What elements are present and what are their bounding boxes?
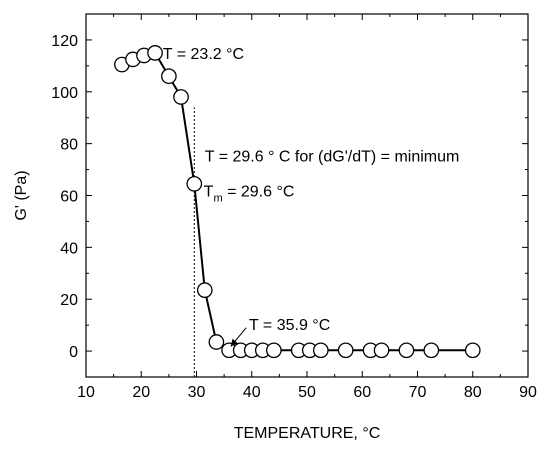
x-tick-label-20: 20 xyxy=(132,384,150,401)
x-tick-label-60: 60 xyxy=(353,384,371,401)
data-point xyxy=(373,342,390,359)
x-tick-label-40: 40 xyxy=(243,384,261,401)
x-axis-label: TEMPERATURE, °C xyxy=(234,425,381,442)
series-group xyxy=(114,45,481,359)
data-point xyxy=(147,45,163,61)
data-point xyxy=(161,68,177,85)
x-tick-label-50: 50 xyxy=(298,384,316,401)
x-tick-label-10: 10 xyxy=(77,384,95,401)
annotations: T = 23.2 °C T = 29.6 ° C for (dG'/dT) = m… xyxy=(163,46,460,347)
x-tick-label-90: 90 xyxy=(519,384,537,401)
y-tick-label-120: 120 xyxy=(51,33,78,50)
y-tick-label-40: 40 xyxy=(60,240,78,257)
data-point xyxy=(173,89,189,105)
y-tick-label-100: 100 xyxy=(51,85,78,102)
y-axis-label: G' (Pa) xyxy=(13,170,30,220)
data-point xyxy=(196,282,213,298)
data-point xyxy=(186,175,203,192)
annotation-arrow-head xyxy=(230,338,238,347)
data-point xyxy=(464,342,481,359)
y-axis-ticks: 0 20 40 60 80 100 120 xyxy=(51,33,528,361)
x-tick-label-70: 70 xyxy=(409,384,427,401)
x-tick-label-30: 30 xyxy=(188,384,206,401)
data-point xyxy=(265,342,282,359)
y-tick-label-0: 0 xyxy=(69,344,78,361)
x-tick-label-80: 80 xyxy=(464,384,482,401)
data-point xyxy=(312,342,329,359)
y-tick-label-80: 80 xyxy=(60,137,78,154)
annotation-t-end: T = 35.9 °C xyxy=(249,317,330,334)
data-point xyxy=(208,334,225,350)
annotation-t-max: T = 23.2 °C xyxy=(163,46,244,63)
data-point xyxy=(398,342,415,359)
x-axis-ticks: 10 20 30 40 50 60 70 80 90 xyxy=(77,14,537,401)
data-point xyxy=(337,342,354,359)
y-tick-label-60: 60 xyxy=(60,189,78,206)
annotation-t-min-slope: T = 29.6 ° C for (dG'/dT) = minimum xyxy=(205,148,460,165)
annotation-tm: Tm = 29.6 °C xyxy=(204,183,295,204)
y-tick-label-20: 20 xyxy=(60,292,78,309)
data-point xyxy=(423,342,440,359)
